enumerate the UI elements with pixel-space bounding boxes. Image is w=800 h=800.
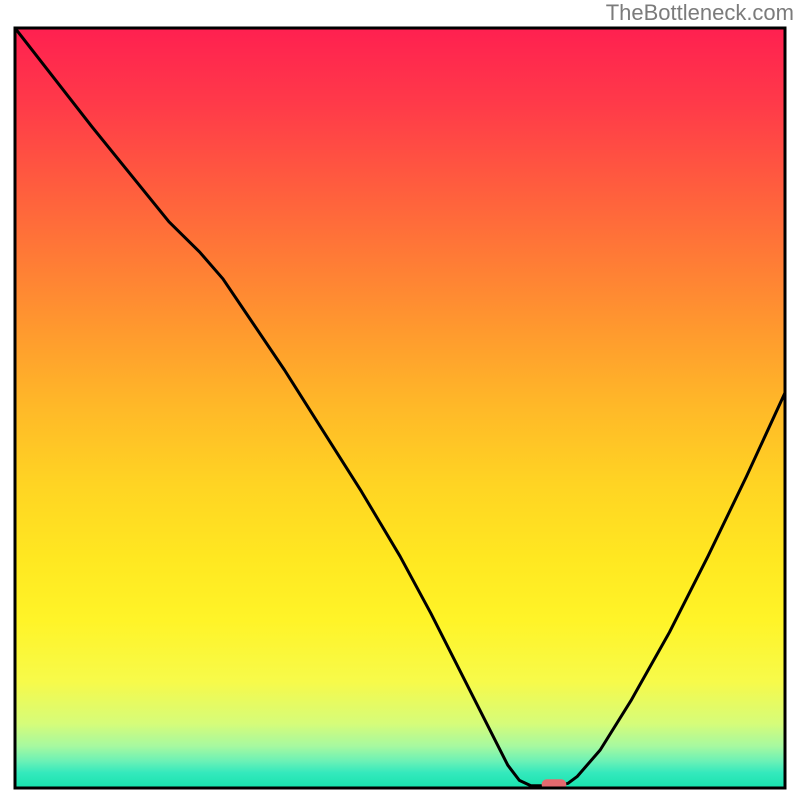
bottleneck-chart	[0, 0, 800, 800]
gradient-background	[15, 28, 785, 788]
chart-container: TheBottleneck.com	[0, 0, 800, 800]
